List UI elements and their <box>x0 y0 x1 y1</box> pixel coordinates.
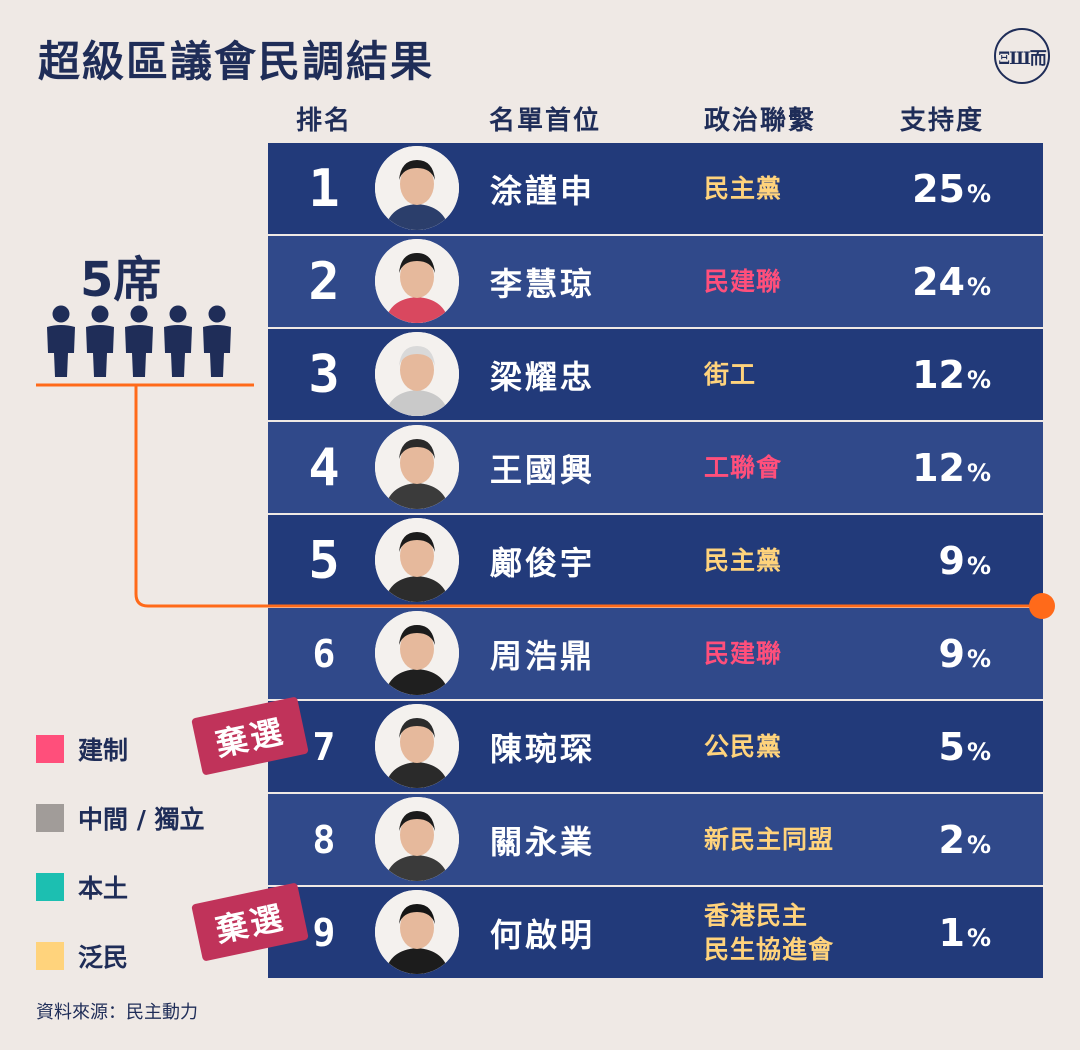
support-number: 12 <box>912 352 965 397</box>
rank-number: 1 <box>308 158 340 219</box>
legend-swatch <box>36 942 64 970</box>
party-affiliation: 民建聯 <box>704 638 783 668</box>
candidate-name: 關永業 <box>490 822 596 861</box>
table-row: 2 李慧琼 民建聯 24% <box>268 236 1043 327</box>
table-row: 4 王國興 工聯會 12% <box>268 422 1043 513</box>
candidate-photo <box>375 425 459 509</box>
support-number: 24 <box>912 259 965 304</box>
candidate-name: 涂謹申 <box>490 171 596 210</box>
percent-sign: % <box>966 179 991 208</box>
support-number: 25 <box>912 166 965 211</box>
header-party: 政治聯繫 <box>704 106 817 136</box>
support-number: 9 <box>938 631 965 676</box>
legend-label: 本土 <box>78 874 129 903</box>
cutoff-path <box>134 385 1042 608</box>
percent-sign: % <box>966 365 991 394</box>
header-rank: 排名 <box>296 106 353 136</box>
candidate-photo <box>375 518 459 602</box>
support-number: 1 <box>938 910 965 955</box>
seats-people-icons <box>47 305 231 377</box>
person-icon <box>203 305 231 377</box>
table-row: 9 何啟明 香港民主 民生協進會 1% <box>268 887 1043 978</box>
page-title: 超級區議會民調結果 <box>38 37 435 86</box>
support-value: 9% <box>939 515 992 606</box>
legend-swatch <box>36 735 64 763</box>
rank-number: 8 <box>312 817 336 862</box>
ranking-table: 1 涂謹申 民主黨 25% 2 李慧琼 民建聯 24% 3 梁耀忠 街工 12% 4 王國興 工聯會 12% 5… <box>268 143 1043 980</box>
candidate-name: 鄺俊宇 <box>490 543 596 582</box>
percent-sign: % <box>966 923 991 952</box>
cutoff-endpoint-dot <box>1029 593 1055 619</box>
rank-number: 9 <box>312 910 336 955</box>
party-affiliation: 香港民主 民生協進會 <box>704 900 835 964</box>
table-row: 3 梁耀忠 街工 12% <box>268 329 1043 420</box>
support-value: 12% <box>912 422 991 513</box>
table-row: 7 陳琬琛 公民黨 5% <box>268 701 1043 792</box>
rank-number: 2 <box>308 251 340 312</box>
support-number: 12 <box>912 445 965 490</box>
support-value: 25% <box>912 143 991 234</box>
party-affiliation: 公民黨 <box>704 731 783 761</box>
legend-swatch <box>36 804 64 832</box>
percent-sign: % <box>966 272 991 301</box>
party-affiliation: 工聯會 <box>704 452 783 482</box>
candidate-name: 梁耀忠 <box>490 357 596 396</box>
table-row: 1 涂謹申 民主黨 25% <box>268 143 1043 234</box>
rank-number: 7 <box>312 724 336 769</box>
rank-number: 3 <box>308 344 340 405</box>
percent-sign: % <box>966 644 991 673</box>
percent-sign: % <box>966 830 991 859</box>
header-name: 名單首位 <box>489 106 602 136</box>
support-value: 12% <box>912 329 991 420</box>
party-affiliation: 民主黨 <box>704 545 783 575</box>
support-number: 5 <box>938 724 965 769</box>
support-number: 9 <box>938 538 965 583</box>
table-row: 6 周浩鼎 民建聯 9% <box>268 608 1043 699</box>
candidate-photo <box>375 704 459 788</box>
rank-number: 5 <box>308 530 340 591</box>
person-icon <box>164 305 192 377</box>
support-value: 2% <box>939 794 992 885</box>
person-icon <box>125 305 153 377</box>
legend-label: 建制 <box>78 736 129 765</box>
candidate-photo <box>375 146 459 230</box>
brand-logo: ΞШ而 <box>994 28 1050 84</box>
legend-label: 中間 / 獨立 <box>78 805 205 834</box>
candidate-photo <box>375 239 459 323</box>
candidate-name: 王國興 <box>490 450 596 489</box>
legend-swatch <box>36 873 64 901</box>
logo-text: ΞШ而 <box>998 48 1047 69</box>
support-value: 24% <box>912 236 991 327</box>
candidate-photo <box>375 611 459 695</box>
percent-sign: % <box>966 458 991 487</box>
candidate-photo <box>375 890 459 974</box>
candidate-name: 周浩鼎 <box>490 636 596 675</box>
table-row: 5 鄺俊宇 民主黨 9% <box>268 515 1043 606</box>
person-icon <box>47 305 75 377</box>
source-note: 資料來源：民主動力 <box>36 1002 198 1023</box>
support-number: 2 <box>938 817 965 862</box>
person-icon <box>86 305 114 377</box>
candidate-photo <box>375 332 459 416</box>
party-affiliation: 新民主同盟 <box>704 824 835 854</box>
candidate-name: 李慧琼 <box>490 264 596 303</box>
support-value: 5% <box>939 701 992 792</box>
header-support: 支持度 <box>900 106 985 136</box>
rank-number: 6 <box>312 631 336 676</box>
table-row: 8 關永業 新民主同盟 2% <box>268 794 1043 885</box>
legend-label: 泛民 <box>78 943 129 972</box>
percent-sign: % <box>966 737 991 766</box>
party-affiliation: 民主黨 <box>704 173 783 203</box>
percent-sign: % <box>966 551 991 580</box>
support-value: 1% <box>939 887 992 978</box>
party-affiliation: 民建聯 <box>704 266 783 296</box>
seats-label: 5席 <box>80 252 162 308</box>
candidate-name: 陳琬琛 <box>490 729 596 768</box>
candidate-photo <box>375 797 459 881</box>
rank-number: 4 <box>308 437 340 498</box>
party-affiliation: 街工 <box>704 359 757 389</box>
support-value: 9% <box>939 608 992 699</box>
candidate-name: 何啟明 <box>490 915 596 954</box>
